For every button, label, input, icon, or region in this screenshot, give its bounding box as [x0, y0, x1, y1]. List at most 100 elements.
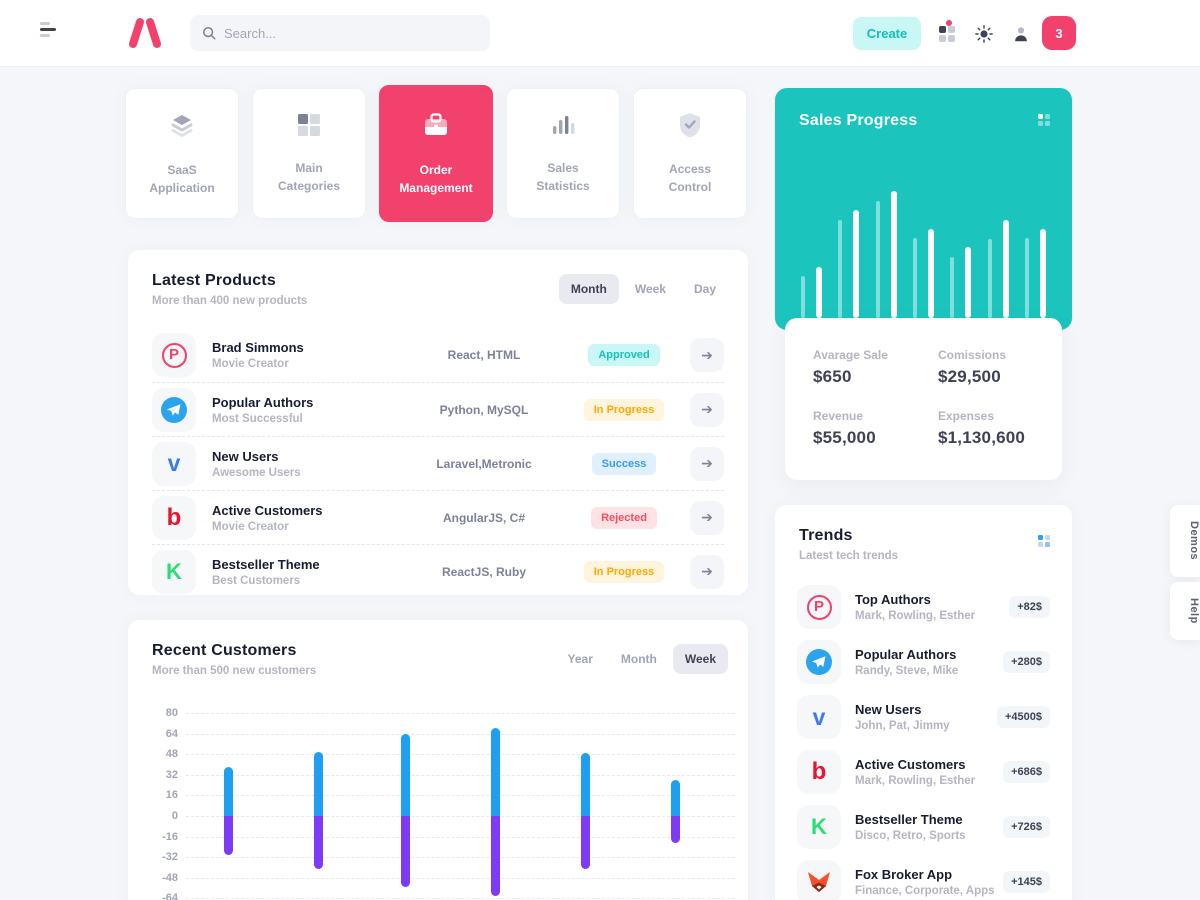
trend-subtitle: Mark, Rowling, Esther: [855, 775, 976, 787]
trend-row: K Bestseller Theme Disco, Retro, Sports +72…: [797, 805, 1050, 849]
drag-dots-icon[interactable]: [1038, 114, 1050, 126]
sun-icon: [975, 24, 993, 43]
quick-apps-button[interactable]: [930, 17, 964, 50]
row-arrow-button[interactable]: ➔: [690, 446, 724, 481]
product-subtitle: Awesome Users: [212, 466, 301, 479]
trend-name[interactable]: Bestseller Theme: [855, 812, 963, 827]
help-side-tab[interactable]: Help: [1170, 582, 1200, 640]
product-name[interactable]: Popular Authors: [212, 394, 314, 410]
bar-positive[interactable]: [671, 779, 680, 816]
stat-label: Avarage Sale: [813, 348, 888, 362]
bar-positive[interactable]: [314, 751, 323, 816]
trend-name[interactable]: Top Authors: [855, 592, 931, 607]
product-subtitle: Movie Creator: [212, 520, 289, 533]
bar-negative[interactable]: [224, 816, 233, 855]
trend-row: P Top Authors Mark, Rowling, Esther +82$: [797, 585, 1050, 629]
nav-card-access-control[interactable]: Access Control: [633, 88, 747, 219]
demos-side-tab[interactable]: Demos: [1170, 505, 1200, 577]
recent-customers-title: Recent Customers: [152, 642, 297, 659]
y-axis-tick-label: -32: [162, 851, 178, 864]
latest-products-tab-week[interactable]: Week: [634, 282, 666, 296]
row-arrow-button[interactable]: ➔: [690, 554, 724, 589]
sidebar-toggle-icon[interactable]: [40, 22, 62, 44]
stat-value: $1,130,600: [938, 428, 1026, 447]
stat-expenses: Expenses $1,130,600: [938, 409, 1025, 448]
recent-customers-tab-year[interactable]: Year: [567, 652, 593, 666]
vimeo-logo: v: [152, 441, 196, 486]
bar-negative[interactable]: [581, 816, 590, 869]
stat-label: Comissions: [938, 348, 1007, 362]
sales-bar-previous: [912, 238, 917, 318]
trend-amount-badge: +726$: [1003, 816, 1050, 838]
search-bar[interactable]: [190, 15, 490, 51]
search-icon: [202, 26, 216, 40]
app-logo[interactable]: [124, 16, 166, 50]
sales-bar-previous: [950, 257, 955, 318]
search-input[interactable]: [224, 25, 478, 41]
notification-count-badge[interactable]: 3: [1042, 16, 1076, 50]
user-menu-button[interactable]: [1004, 17, 1038, 50]
sales-bar-previous: [801, 276, 805, 318]
product-name[interactable]: Brad Simmons: [212, 340, 304, 355]
product-name[interactable]: Bestseller Theme: [212, 556, 320, 572]
trend-name[interactable]: New Users: [855, 702, 922, 717]
row-arrow-button[interactable]: ➔: [690, 338, 724, 372]
bar-positive[interactable]: [401, 733, 410, 816]
chart-gridline: [186, 836, 735, 838]
status-badge: Rejected: [591, 506, 657, 529]
status-badge: In Progress: [583, 560, 665, 583]
bar-negative[interactable]: [671, 816, 680, 844]
trend-name[interactable]: Active Customers: [855, 757, 966, 772]
nav-card-saas-application[interactable]: SaaS Application: [125, 88, 239, 219]
trend-name[interactable]: Fox Broker App: [855, 867, 953, 882]
product-name[interactable]: New Users: [212, 448, 279, 464]
row-arrow-button[interactable]: ➔: [690, 392, 724, 427]
chart-gridline: [186, 733, 735, 735]
latest-products-tab-month[interactable]: Month: [558, 274, 619, 304]
trends-list: P Top Authors Mark, Rowling, Esther +82$ Pop…: [797, 585, 1050, 900]
trends-title: Trends: [799, 527, 853, 544]
recent-customers-tab-week[interactable]: Week: [672, 644, 728, 674]
product-row: P Brad Simmons Movie Creator React, HTML App…: [152, 328, 724, 382]
recent-customers-tab-month[interactable]: Month: [620, 652, 657, 666]
chart-gridline: [186, 774, 735, 776]
bar-positive[interactable]: [491, 728, 500, 816]
row-arrow-button[interactable]: ➔: [690, 500, 724, 535]
trend-amount-badge: +686$: [1003, 761, 1050, 783]
chart-gridline: [186, 713, 735, 715]
trend-subtitle: Mark, Rowling, Esther: [855, 610, 976, 622]
stat-revenue: Revenue $55,000: [813, 409, 938, 448]
latest-products-card: Latest Products More than 400 new produc…: [128, 250, 748, 595]
theme-toggle-button[interactable]: [967, 17, 1001, 50]
stat-value: $650: [813, 367, 852, 386]
nav-card-main-categories[interactable]: Main Categories: [252, 88, 366, 219]
sales-progress-title: Sales Progress: [799, 112, 918, 129]
product-name[interactable]: Active Customers: [212, 502, 323, 518]
latest-products-tab-day[interactable]: Day: [693, 282, 716, 296]
bar-negative[interactable]: [314, 816, 323, 869]
recent-customers-card: Recent Customers More than 500 new custo…: [128, 620, 748, 900]
sales-bar-pair: [838, 210, 860, 318]
p-logo: P: [797, 585, 841, 629]
drag-dots-icon[interactable]: [1038, 535, 1050, 547]
y-axis-tick-label: -48: [162, 871, 178, 884]
trend-name[interactable]: Popular Authors: [855, 647, 957, 662]
apps-grid-icon: [939, 19, 955, 42]
create-button[interactable]: Create: [853, 17, 921, 50]
briefcase-icon: [421, 110, 451, 145]
sales-bar-current: [1002, 220, 1009, 318]
trend-subtitle: Finance, Corporate, Apps: [855, 885, 995, 897]
sales-bar-pair: [987, 220, 1009, 318]
nav-card-sales-statistics[interactable]: Sales Statistics: [506, 88, 620, 219]
sales-bar-current: [890, 191, 897, 318]
user-icon: [1015, 26, 1027, 41]
nav-card-order-management[interactable]: Order Management: [379, 85, 493, 222]
bar-negative[interactable]: [491, 816, 500, 896]
nav-card-label: Sales Statistics: [536, 161, 590, 193]
bar-positive[interactable]: [581, 752, 590, 816]
sales-bar-previous: [987, 239, 992, 318]
bar-positive[interactable]: [224, 767, 233, 816]
trend-amount-badge: +82$: [1009, 596, 1050, 618]
bar-negative[interactable]: [401, 816, 410, 887]
stat-value: $29,500: [938, 367, 1001, 386]
